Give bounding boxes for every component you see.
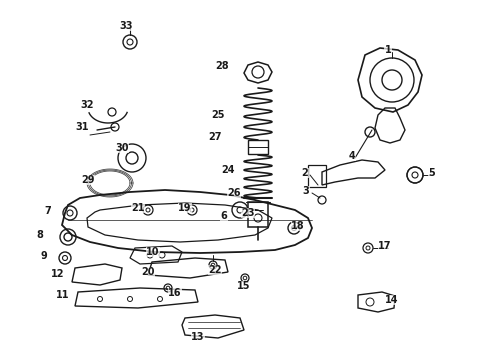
Text: 10: 10 [146,247,160,257]
Text: 28: 28 [215,61,229,71]
Bar [248,202,268,227]
Text: 14: 14 [385,295,399,305]
Text: 22: 22 [208,265,222,275]
Text: 12: 12 [51,269,65,279]
Text: 33: 33 [119,21,133,31]
Text: 3: 3 [303,186,309,196]
Text: 6: 6 [220,211,227,221]
Text: 1: 1 [385,45,392,55]
Text: 29: 29 [81,175,95,185]
Text: 13: 13 [191,332,205,342]
Text: 24: 24 [221,165,235,175]
Text: 21: 21 [131,203,145,213]
Text: 11: 11 [56,290,70,300]
Text: 17: 17 [378,241,392,251]
Text: 19: 19 [178,203,192,213]
Text: 5: 5 [429,168,436,178]
Bar [248,140,268,154]
Text: 25: 25 [211,110,225,120]
Text: 16: 16 [168,288,182,298]
Text: 31: 31 [75,122,89,132]
Bar [308,165,326,187]
Text: 9: 9 [41,251,48,261]
Text: 20: 20 [141,267,155,277]
Text: 27: 27 [208,132,222,142]
Text: 8: 8 [37,230,44,240]
Text: 18: 18 [291,221,305,231]
Text: 30: 30 [115,143,129,153]
Text: 4: 4 [348,151,355,161]
Text: 23: 23 [241,208,255,218]
Text: 32: 32 [80,100,94,110]
Text: 26: 26 [227,188,241,198]
Text: 2: 2 [302,168,308,178]
Text: 7: 7 [45,206,51,216]
Text: 15: 15 [237,281,251,291]
